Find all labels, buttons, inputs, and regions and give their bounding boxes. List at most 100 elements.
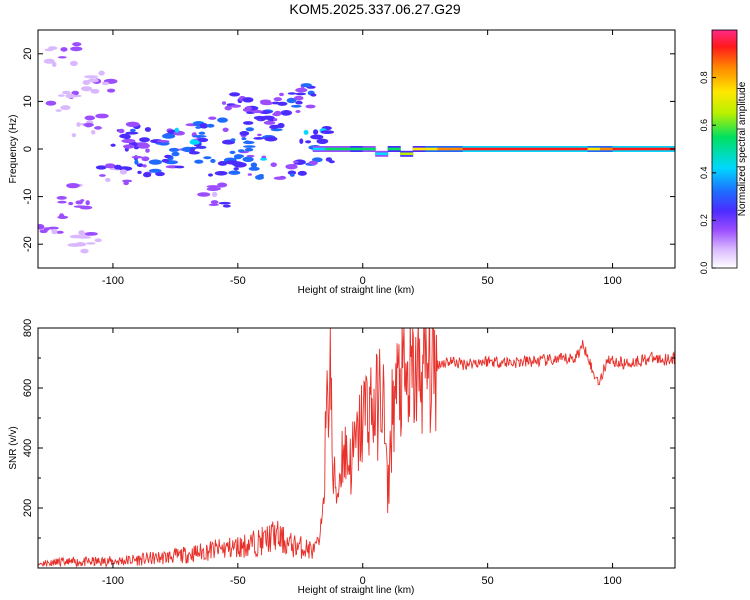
spectrogram-blob (198, 131, 206, 135)
spectrogram-blob (144, 127, 151, 132)
spectrogram-blob (233, 167, 239, 171)
ridge-core (325, 147, 339, 151)
spectrogram-blob (230, 138, 236, 142)
spectrogram-blob (199, 123, 209, 129)
snr-ticks: -100 -50 0 50 100 200 400 600 800 (22, 319, 675, 587)
spectrogram-blob (279, 92, 284, 97)
spectrogram-blob (320, 130, 335, 135)
spectrogram-blob (299, 138, 304, 144)
spectrogram-blob (273, 176, 286, 180)
spectrogram-blob (248, 166, 260, 171)
ridge-core (425, 147, 439, 151)
spectrogram-blob (171, 151, 180, 157)
colorbar-ticks: 0.0 0.2 0.4 0.6 0.8 (699, 71, 716, 274)
spectrogram-blob (290, 173, 295, 177)
spectrogram-blob (243, 121, 254, 125)
spectrogram-blob (85, 232, 98, 236)
spectrogram-blob (245, 127, 254, 132)
spectrogram-blob (247, 173, 252, 176)
ridge-core (612, 147, 638, 151)
spectrogram-blob (119, 169, 128, 175)
spectrogram-blob (137, 170, 142, 174)
spectrogram-blob (91, 130, 96, 135)
spectrogram-blob (287, 92, 297, 95)
spectrogram-blob (118, 128, 125, 134)
spectrogram-blob (310, 134, 324, 140)
ridge-core (437, 147, 464, 151)
spectrogram-blob (286, 97, 297, 104)
spectrogram-blob (281, 110, 291, 116)
spectrogram-blob (60, 47, 68, 52)
y-tick-label: 800 (22, 319, 34, 337)
spectrogram-blob (287, 170, 297, 175)
spectrogram-blob (55, 230, 64, 234)
spectrogram-blob (272, 112, 281, 117)
ridge-core (512, 147, 539, 151)
spectrogram-blob (74, 242, 87, 247)
ridge-core (350, 147, 364, 151)
spectrogram-blob (237, 149, 245, 153)
spectrogram-blob (295, 92, 307, 96)
y-tick-label: 600 (22, 379, 34, 397)
spectrogram-blob (45, 100, 57, 106)
spectrogram-blob (290, 104, 302, 108)
spectrogram-blob (230, 161, 243, 166)
spectrogram-blob (308, 160, 318, 166)
spectrogram-blob (210, 158, 216, 163)
spectrogram-blob (217, 161, 228, 166)
ridge-core (337, 147, 351, 151)
ridge-core (400, 152, 414, 156)
spectrogram-blob (119, 133, 131, 139)
spectrogram-blob (105, 177, 111, 182)
ridge-core (387, 147, 401, 151)
spectrogram-blob (189, 139, 200, 145)
spectrogram-blob (245, 105, 252, 112)
spectrogram-blob (218, 201, 231, 205)
x-tick-label: -100 (102, 275, 124, 287)
figure-title: KOM5.2025.337.06.27.G29 (289, 1, 460, 17)
spectrogram-blob (263, 120, 276, 125)
spectrogram-blob (192, 135, 207, 138)
spectrogram-blob (313, 129, 319, 135)
spectrogram-blob (293, 95, 304, 101)
spectrogram-blob (80, 86, 93, 92)
ridge-core (587, 147, 601, 151)
spectrogram-blob (71, 133, 77, 138)
spectrogram-blob (60, 105, 71, 111)
spectrogram-blob (310, 93, 317, 97)
spectrogram-blob (239, 131, 250, 136)
spectrogram-blob (257, 133, 262, 137)
spectrogram-blob (110, 143, 116, 147)
spectrogram-blob (130, 128, 136, 132)
spectrogram-blob (242, 156, 254, 162)
spectrogram-blob (260, 101, 274, 106)
spectrogram-blob (271, 101, 280, 105)
ridge-core (637, 147, 663, 151)
spectrogram-blob (264, 136, 278, 142)
spectrogram-blob (229, 92, 241, 97)
spectrogram-blob (208, 173, 213, 177)
spectrogram-blob (141, 156, 150, 162)
spectrogram-blob (62, 90, 71, 95)
spectrogram-blob (208, 203, 219, 206)
spectrogram-blob (65, 93, 76, 99)
spectrogram-blob (44, 48, 54, 52)
spectrogram-blob (243, 145, 256, 148)
spectrogram-blob (101, 81, 110, 86)
spectrogram-blob (55, 109, 62, 112)
spectrogram-blob (222, 101, 226, 105)
spectrogram-blob (125, 121, 140, 128)
spectrogram-blob (98, 70, 105, 76)
colorbar-tick-label: 0.6 (699, 119, 709, 132)
spectrogram-blob (39, 229, 48, 234)
spectrogram-blob (222, 127, 229, 132)
spectrogram-blob (86, 242, 96, 245)
spectrogram-blob (250, 109, 263, 114)
spectrogram-blob (303, 130, 309, 135)
spectrogram-blob (174, 165, 185, 169)
spectrogram-blob (217, 117, 228, 123)
spectrogram-blob (206, 123, 215, 128)
y-tick-label: 400 (22, 439, 34, 457)
spectrogram-blob (250, 162, 258, 168)
